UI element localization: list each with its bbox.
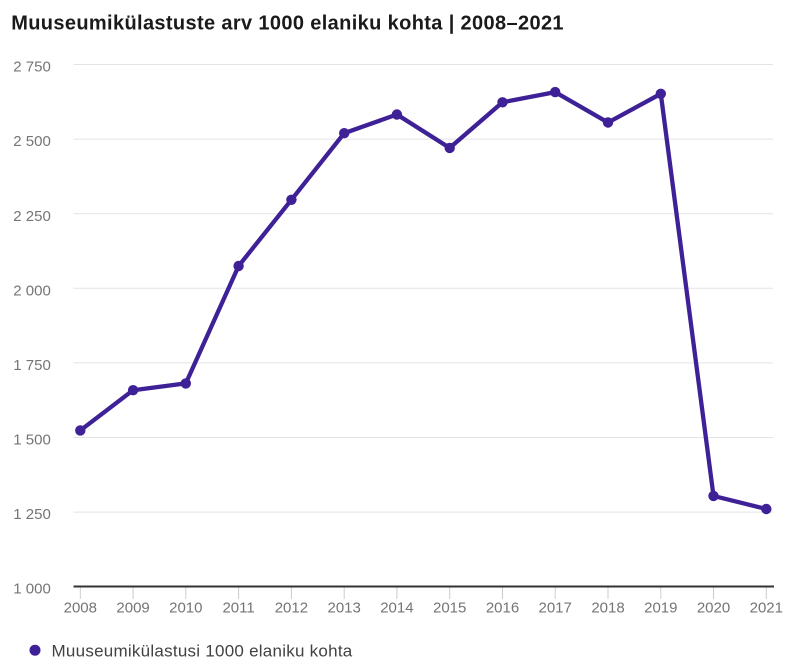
svg-text:2 500: 2 500: [13, 133, 51, 150]
svg-text:2 750: 2 750: [13, 59, 51, 76]
svg-text:2011: 2011: [222, 599, 254, 616]
svg-text:2008: 2008: [64, 599, 97, 616]
svg-text:1 750: 1 750: [13, 357, 51, 374]
svg-text:Muuseumikülastusi 1000 elaniku: Muuseumikülastusi 1000 elaniku kohta: [52, 641, 353, 660]
svg-text:2013: 2013: [328, 599, 361, 616]
svg-text:1 000: 1 000: [13, 581, 51, 598]
svg-text:2019: 2019: [644, 599, 677, 616]
svg-text:2015: 2015: [433, 599, 466, 616]
svg-text:2 250: 2 250: [13, 208, 51, 225]
svg-text:Muuseumikülastuste arv 1000 el: Muuseumikülastuste arv 1000 elaniku koht…: [11, 13, 564, 35]
svg-text:2017: 2017: [539, 599, 572, 616]
svg-text:2020: 2020: [697, 599, 730, 616]
svg-text:2009: 2009: [116, 599, 149, 616]
svg-text:2012: 2012: [275, 599, 308, 616]
svg-text:2016: 2016: [486, 599, 519, 616]
svg-text:2018: 2018: [591, 599, 624, 616]
svg-text:2010: 2010: [169, 599, 202, 616]
svg-text:2021: 2021: [750, 599, 783, 616]
svg-text:1 500: 1 500: [13, 432, 51, 449]
svg-text:2014: 2014: [380, 599, 413, 616]
svg-text:2 000: 2 000: [13, 282, 51, 299]
svg-text:1 250: 1 250: [13, 506, 51, 523]
